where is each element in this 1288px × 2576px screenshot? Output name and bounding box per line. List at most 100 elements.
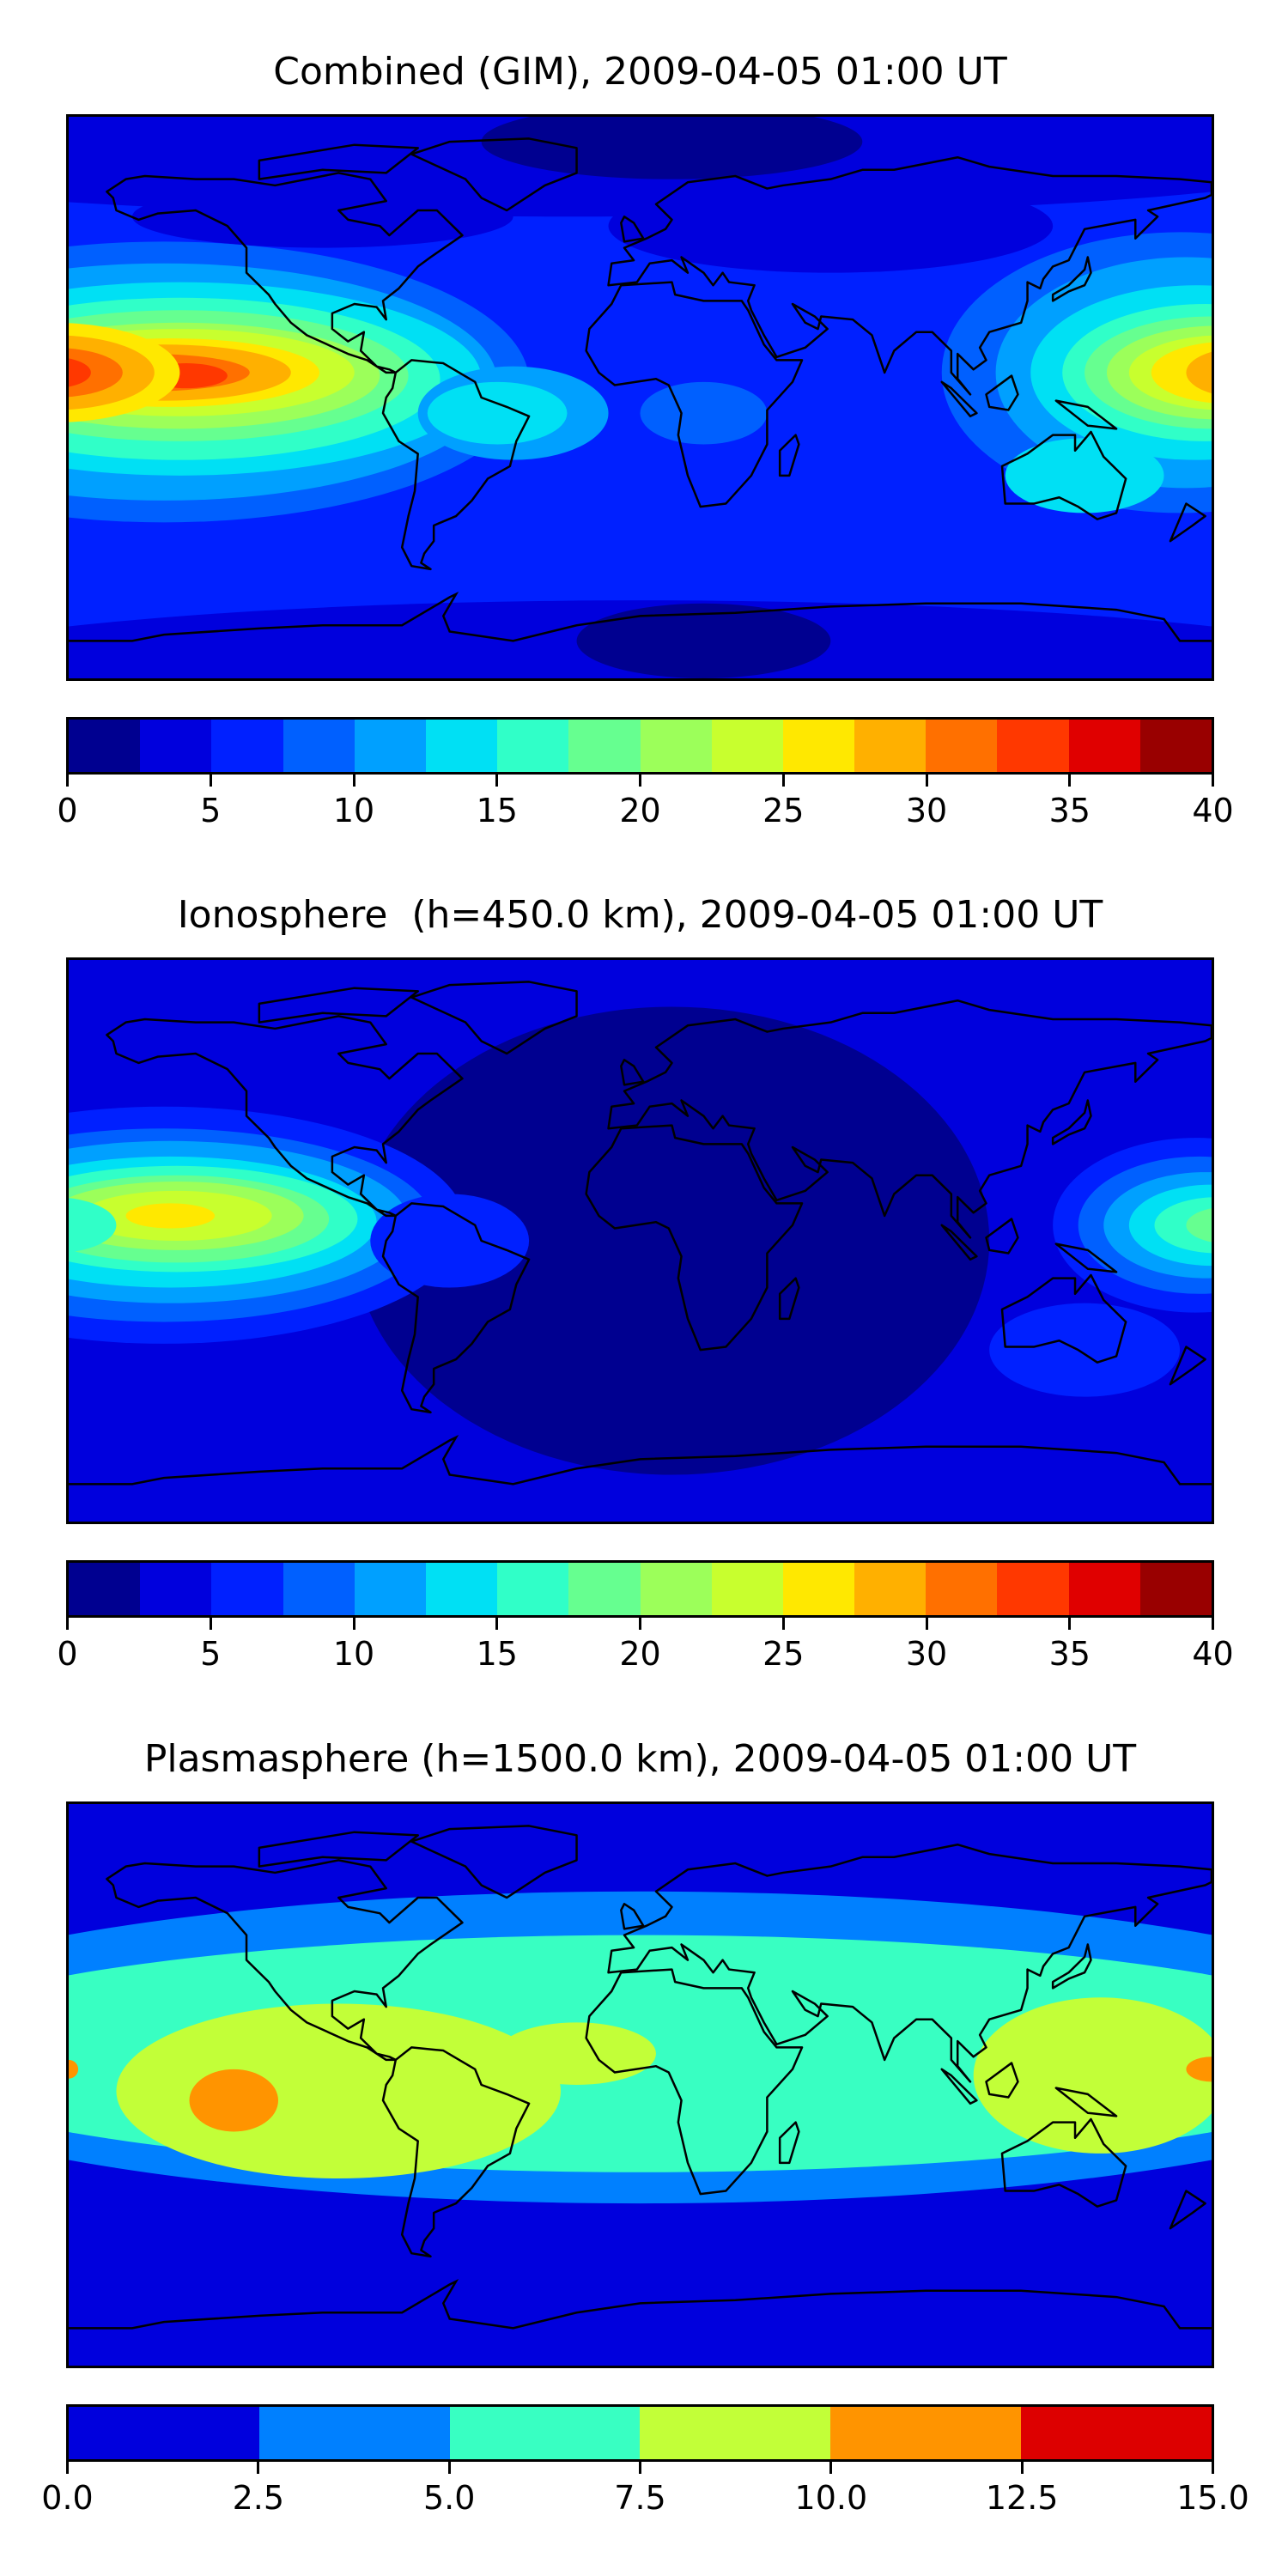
coastline	[259, 1832, 418, 1867]
colorbar-segment	[258, 2407, 450, 2459]
colorbar-tick-label: 0.0	[41, 2479, 94, 2517]
plot-title: Ionosphere (h=450.0 km), 2009-04-05 01:0…	[177, 893, 1103, 937]
contour-band	[640, 381, 768, 445]
colorbar	[66, 2404, 1214, 2462]
coastline	[1053, 1101, 1091, 1145]
contour-band	[189, 2069, 279, 2132]
colorbar-tick	[829, 2462, 833, 2474]
colorbar-segment	[283, 720, 355, 772]
colorbar-tick	[209, 1618, 212, 1630]
coastline	[942, 2069, 977, 2104]
contour-band	[1186, 351, 1212, 394]
coastline	[609, 157, 1212, 394]
colorbar-tick	[925, 1618, 928, 1630]
colorbar-segment	[425, 720, 498, 772]
coastline	[1056, 1244, 1116, 1273]
colorbar-segment	[782, 720, 855, 772]
coastline	[383, 360, 529, 568]
coastline	[586, 283, 802, 507]
colorbar-tick-label: 40	[1192, 792, 1234, 829]
contour-band	[370, 1194, 530, 1288]
colorbar-tick-label: 12.5	[985, 2479, 1059, 2517]
colorbar-tick	[495, 1618, 499, 1630]
colorbar-segment	[926, 1563, 998, 1615]
contour-band	[354, 1006, 990, 1475]
colorbar-segment	[354, 1563, 426, 1615]
panel-ionosphere: Ionosphere (h=450.0 km), 2009-04-05 01:0…	[0, 843, 1288, 1686]
coastline	[1056, 2088, 1116, 2117]
colorbar-tick	[352, 775, 355, 787]
colorbar-segment	[1139, 720, 1212, 772]
coastline	[411, 1826, 576, 1898]
coastline	[1002, 432, 1126, 519]
colorbar-tick-label: 35	[1048, 1635, 1091, 1673]
colorbar-segment	[211, 720, 283, 772]
coastline	[1053, 258, 1091, 301]
coastline	[942, 382, 977, 416]
contour-band	[497, 2022, 656, 2085]
colorbar-tick-label: 5.0	[422, 2479, 476, 2517]
coastline-antarctica	[69, 1437, 1212, 1485]
colorbar-segment	[1139, 1563, 1212, 1615]
contour-band	[989, 1303, 1181, 1397]
colorbar-tick	[639, 2462, 641, 2474]
colorbar-tick-label: 20	[619, 1635, 661, 1673]
colorbar-tick-label: 40	[1192, 1635, 1234, 1673]
panel-plasmasphere: Plasmasphere (h=1500.0 km), 2009-04-05 0…	[0, 1687, 1288, 2530]
colorbar-segment	[1068, 1563, 1140, 1615]
colorbar-segment	[640, 1563, 712, 1615]
coastline	[259, 145, 418, 179]
tec-map	[66, 957, 1214, 1524]
colorbar-tick	[1212, 775, 1214, 787]
contour-band	[576, 603, 831, 678]
colorbar-segment	[711, 720, 783, 772]
coastline	[106, 1860, 462, 2060]
colorbar-segment	[497, 1563, 569, 1615]
contour-band	[69, 358, 91, 387]
coastline-antarctica	[69, 2281, 1212, 2329]
colorbar-tick-label: 35	[1048, 792, 1091, 829]
coastline	[780, 2123, 799, 2163]
coastline	[411, 981, 576, 1054]
plot-title: Plasmasphere (h=1500.0 km), 2009-04-05 0…	[143, 1737, 1137, 1781]
coastline	[986, 376, 1018, 410]
colorbar-tick	[495, 775, 499, 787]
colorbar-tick-label: 2.5	[232, 2479, 285, 2517]
colorbar-tick	[257, 2462, 260, 2474]
panel-combined: Combined (GIM), 2009-04-05 01:00 UT 0 5 10…	[0, 0, 1288, 843]
colorbar-tick	[1212, 1618, 1214, 1630]
tec-map	[66, 1801, 1214, 2368]
contour-band	[131, 185, 513, 248]
contour-band	[116, 2003, 562, 2178]
colorbar-tick-label: 15	[476, 792, 518, 829]
colorbar-segment	[782, 1563, 855, 1615]
coastline	[411, 138, 576, 210]
colorbar-segment	[354, 720, 426, 772]
colorbar-tick	[639, 775, 641, 787]
coastline	[1002, 1275, 1126, 1363]
colorbar-tick-label: 5	[200, 792, 222, 829]
tec-map	[66, 114, 1214, 681]
colorbar-segment	[711, 1563, 783, 1615]
colorbar-segment	[1021, 2407, 1212, 2459]
colorbar-segment	[568, 1563, 641, 1615]
coastline	[986, 2063, 1018, 2098]
colorbar-segment	[69, 1563, 141, 1615]
colorbar-tick	[639, 1618, 641, 1630]
colorbar-tick	[1020, 2462, 1024, 2474]
colorbar-segment	[140, 1563, 212, 1615]
coastline	[586, 1126, 802, 1351]
colorbar-tick	[925, 775, 928, 787]
colorbar-tick-label: 25	[762, 792, 805, 829]
colorbar-segment	[69, 2407, 259, 2459]
coastline	[942, 1225, 977, 1260]
colorbar-segment	[69, 720, 141, 772]
contour-band	[69, 2059, 79, 2079]
contour-band	[608, 179, 1054, 273]
coastline	[586, 1970, 802, 2195]
colorbar-tick-label: 0	[57, 1635, 78, 1673]
contour-band	[1005, 438, 1164, 513]
colorbar-segment	[640, 720, 712, 772]
coastline	[1056, 401, 1116, 429]
colorbar-segment	[1068, 720, 1140, 772]
